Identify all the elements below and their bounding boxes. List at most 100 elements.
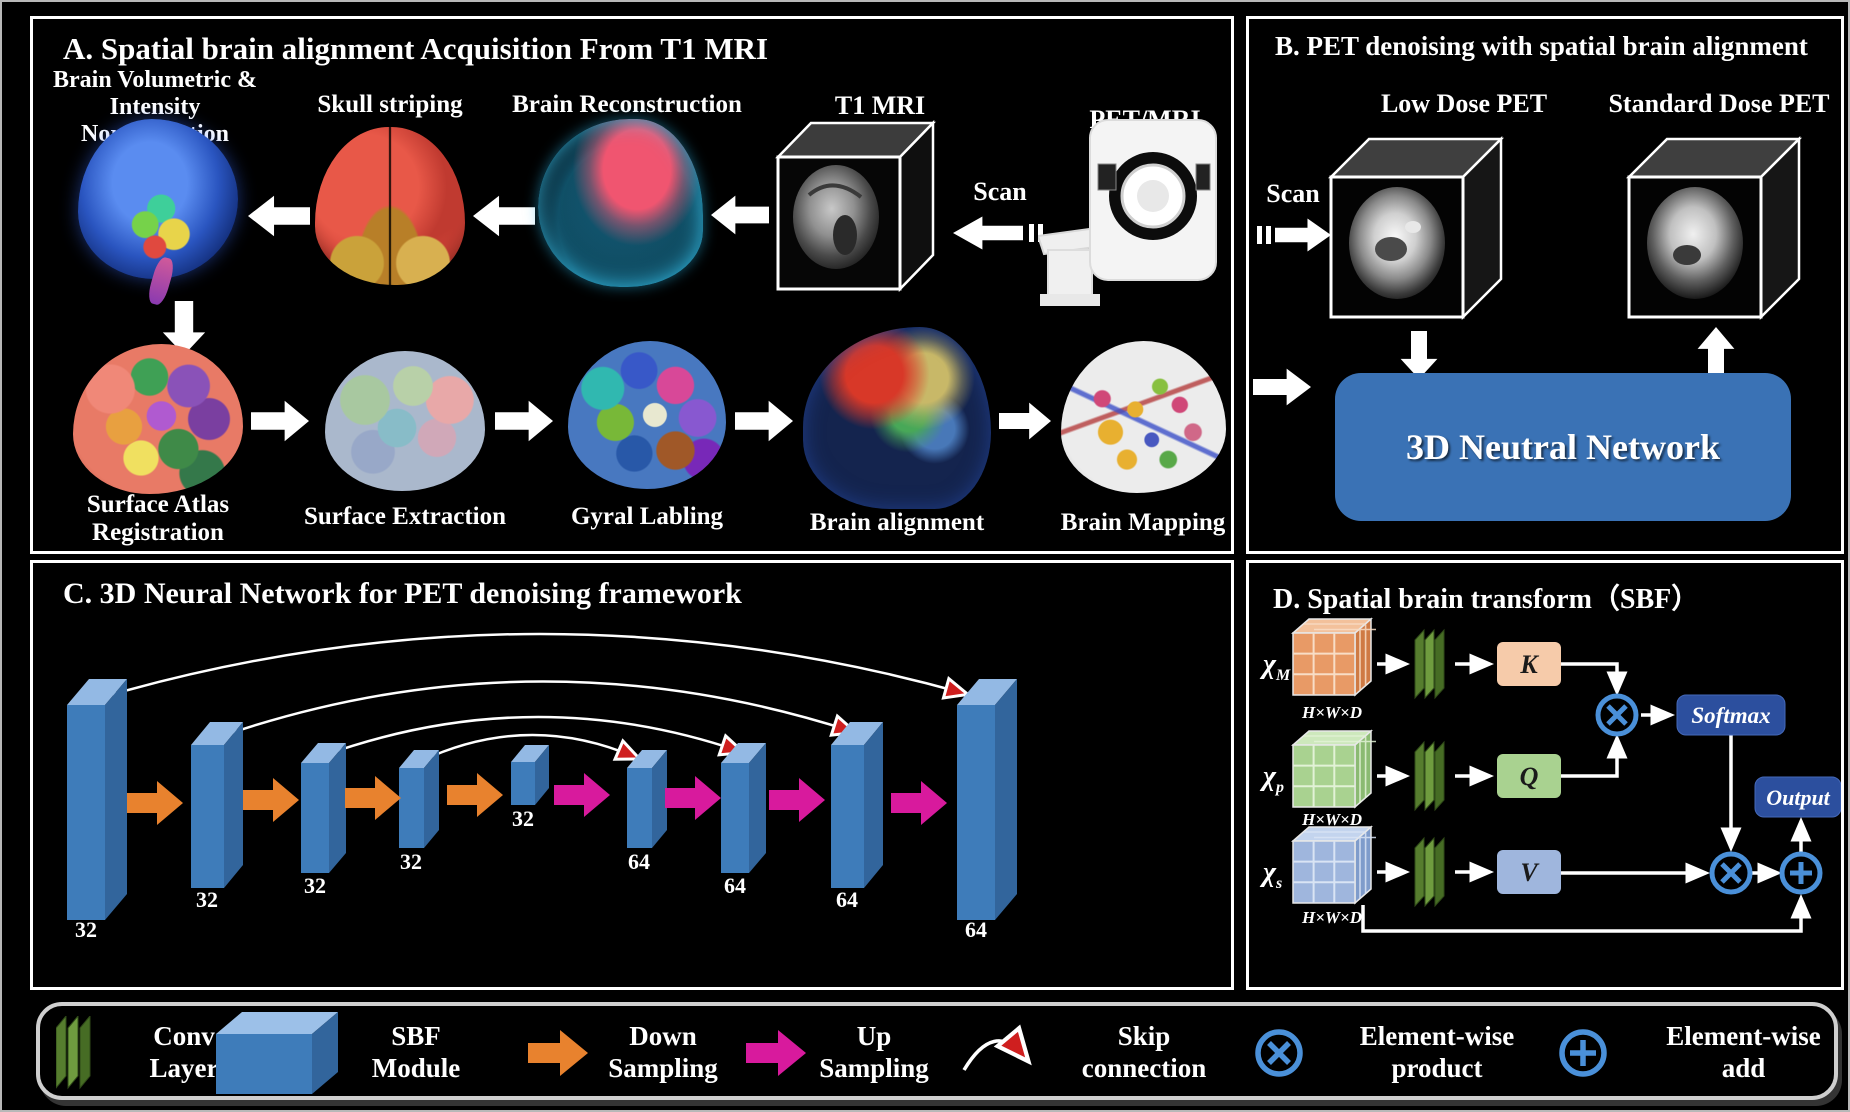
panel-a-title: A. Spatial brain alignment Acquisition F… [63, 31, 769, 66]
up-arrow-1-icon [554, 773, 610, 817]
unet-block-7-label: 64 [724, 873, 746, 898]
3d-neural-network-box: 3D Neutral Network [1335, 373, 1791, 521]
k-box [1497, 642, 1561, 686]
low-dose-pet-cube [1327, 135, 1505, 321]
input-cube-s [1291, 825, 1376, 905]
dim-label-p: H×W×D [1301, 810, 1362, 829]
legend-skip-line2: connection [1081, 1053, 1207, 1084]
unet-block-9-label: 64 [965, 917, 987, 942]
output-box [1754, 776, 1841, 818]
label-surface-atlas-line1: Surface Atlas [86, 491, 230, 518]
legend-bar: Conv Layer SBF Module Down Sampling Up S… [36, 1002, 1838, 1100]
brain-skull-striping-image [315, 127, 465, 285]
scan-bars-b-icon [1257, 226, 1271, 244]
arrow-left-skull-to-volumetric-icon [248, 195, 310, 237]
panel-c-title: C. 3D Neural Network for PET denoising f… [63, 577, 742, 610]
down-arrow-1-icon [127, 781, 183, 825]
unet-block-4-label: 32 [400, 849, 422, 874]
legend-skip-connection-label: Skip connection [1054, 1020, 1234, 1085]
legend-up-line1: Up [856, 1021, 892, 1051]
low-pet-hot-spot [1405, 221, 1421, 233]
sbf-module-icon [216, 1012, 338, 1094]
v-box [1497, 850, 1561, 894]
softmax-box [1676, 694, 1786, 736]
sbf-diagram: χM χp χs H×W×D H×W×D H×W×D [1259, 617, 1841, 933]
arrow-right-gyral-to-alignment-icon [735, 400, 793, 442]
unet-block-5-label: 32 [512, 806, 534, 831]
v-label: V [1520, 858, 1540, 887]
arrow-left-t1-to-recon-icon [711, 195, 769, 235]
conv-stack-s [1414, 836, 1445, 908]
conv-stack-m [1414, 628, 1445, 700]
arrow-right-extraction-to-gyral-icon [495, 400, 553, 442]
brain-surface-atlas-image [73, 344, 243, 494]
brain-gyral-labeling-image [568, 341, 726, 489]
input-label-chi-m: χM [1259, 649, 1291, 684]
legend-add-label: Element-wise add [1636, 1020, 1848, 1085]
label-scan-a: Scan [973, 177, 1027, 206]
arrow-up-network-to-standard-icon [1697, 327, 1735, 379]
down-sampling-arrows [127, 773, 503, 825]
output-label: Output [1766, 785, 1830, 810]
skip-connection-1 [102, 632, 972, 700]
machine-bore-inner [1137, 180, 1169, 212]
brain-alignment-image [803, 327, 991, 509]
element-wise-product-1-icon [1595, 693, 1639, 737]
unet-block-3: 32 [301, 743, 346, 898]
pet-mri-machine [1038, 119, 1217, 306]
machine-screen-left [1097, 163, 1117, 191]
legend-product-line2: product [1391, 1053, 1483, 1084]
legend-conv-layer-label: Conv Layer [114, 1020, 254, 1085]
chi-p-symbol: χ [1259, 761, 1277, 792]
label-brain-volumetric-line1: Brain Volumetric & [53, 67, 257, 93]
legend-up-sampling-label: Up Sampling [804, 1020, 944, 1085]
up-arrow-4-icon [891, 781, 947, 825]
legend-product-line1: Element-wise [1359, 1021, 1515, 1051]
machine-bed-base [1047, 249, 1093, 297]
element-wise-product-2-icon [1709, 851, 1753, 895]
label-skull-striping: Skull striping [317, 91, 463, 118]
panel-b-title: B. PET denoising with spatial brain alig… [1275, 31, 1808, 61]
unet-block-1-label: 32 [75, 917, 97, 942]
panel-b-pet-denoising: B. PET denoising with spatial brain alig… [1246, 16, 1844, 554]
unet-block-7: 64 [721, 743, 766, 898]
softmax-label: Softmax [1691, 703, 1770, 728]
chi-s-subscript: s [1275, 875, 1282, 892]
legend-add-line2: add [1721, 1053, 1766, 1084]
unet-diagram: 32 32 32 32 32 [67, 632, 1017, 942]
chi-s-symbol: χ [1259, 857, 1277, 888]
up-sampling-arrows [554, 773, 947, 825]
t1-brain-fold [807, 183, 863, 199]
label-surface-atlas-line2: Registration [92, 519, 224, 546]
unet-block-1: 32 [67, 679, 127, 942]
conv-layer-icon [56, 1016, 91, 1090]
arrow-right-alignment-into-network-icon [1253, 368, 1311, 406]
legend-down-line1: Down [629, 1021, 697, 1051]
unet-block-5-bottleneck: 32 [511, 745, 549, 831]
unet-block-6: 64 [627, 750, 667, 874]
std-pet-brain-slice [1647, 187, 1743, 299]
dim-label-s: H×W×D [1301, 908, 1362, 927]
dim-label-m: H×W×D [1301, 703, 1362, 722]
legend-up-line2: Sampling [819, 1053, 929, 1084]
label-brain-reconstruction: Brain Reconstruction [512, 91, 742, 118]
arrow-right-atlas-to-extraction-icon [251, 400, 309, 442]
input-cube-m [1291, 617, 1376, 697]
skip-connection-4 [420, 733, 643, 763]
input-cube-p [1291, 729, 1376, 809]
label-brain-mapping: Brain Mapping [1060, 509, 1226, 536]
up-arrow-3-icon [769, 778, 825, 822]
scan-arrow-a-icon [953, 216, 1023, 250]
skip-connection-icon [962, 1024, 1032, 1071]
unet-block-3-label: 32 [304, 873, 326, 898]
label-standard-dose-pet: Standard Dose PET [1608, 89, 1830, 118]
skip-connections [102, 632, 972, 763]
q-box [1497, 754, 1561, 798]
brain-surface-extraction-image [325, 351, 485, 491]
chi-p-subscript: p [1274, 779, 1284, 796]
label-brain-volumetric: Brain Volumetric & Intensity Normalizati… [40, 67, 270, 148]
chi-m-symbol: χ [1259, 649, 1277, 680]
chi-m-subscript: M [1275, 667, 1291, 684]
brain-volumetric-image [78, 119, 238, 279]
